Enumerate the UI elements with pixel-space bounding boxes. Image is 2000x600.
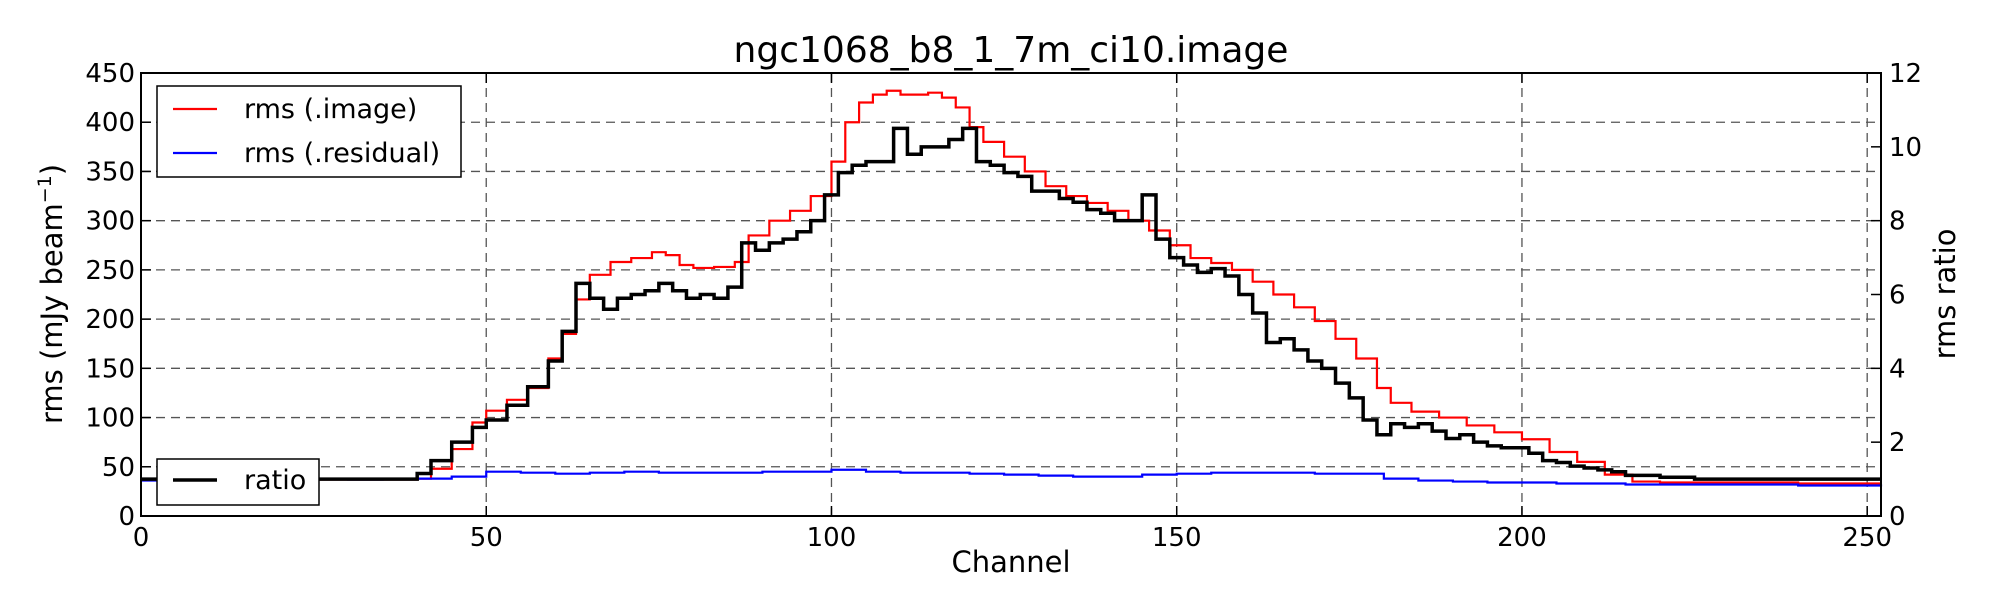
axis-ticks: 0 50 100 150 200 2500501001502002503003504004… xyxy=(85,59,1922,553)
y-tick-label-7: 350 xyxy=(85,157,135,187)
y2-tick-label-6: 12 xyxy=(1889,59,1922,89)
y-tick-label-8: 400 xyxy=(85,108,135,138)
x-tick-label-5: 250 xyxy=(1842,523,1892,553)
y-tick-label-2: 100 xyxy=(85,404,135,434)
y2-tick-label-1: 2 xyxy=(1889,428,1906,458)
legend-secondary: ratio xyxy=(156,458,320,506)
y-axis-label-superscript: −1 xyxy=(34,175,56,203)
y-tick-label-9: 450 xyxy=(85,59,135,89)
series-line-ratio xyxy=(141,126,1881,481)
y2-tick-label-2: 4 xyxy=(1889,354,1906,384)
legend-primary-label-0: rms (.image) xyxy=(244,94,417,125)
legend-secondary-label-0: ratio xyxy=(244,465,306,496)
x-tick-label-3: 150 xyxy=(1152,523,1202,553)
y-tick-label-1: 50 xyxy=(102,453,135,483)
series-line-rms-residual xyxy=(141,468,1883,487)
y-tick-label-4: 200 xyxy=(85,305,135,335)
legend-secondary-box xyxy=(156,458,320,506)
legend-primary-box xyxy=(156,85,462,178)
legend-primary-label-1: rms (.residual) xyxy=(244,138,440,169)
x-tick-label-0: 0 xyxy=(133,523,150,553)
x-axis-label: Channel xyxy=(951,545,1070,579)
chart-title: ngc1068_b8_1_7m_ci10.image xyxy=(734,30,1289,71)
y2-tick-label-3: 6 xyxy=(1889,281,1906,311)
y-axis-label-main: rms (mJy beam xyxy=(35,203,69,424)
y2-axis-label: rms ratio xyxy=(1928,229,1962,360)
y-tick-label-6: 300 xyxy=(85,207,135,237)
y-tick-label-5: 250 xyxy=(85,256,135,286)
y-tick-label-0: 0 xyxy=(118,502,135,532)
y-tick-label-3: 150 xyxy=(85,354,135,384)
y-axis-label: rms (mJy beam−1) xyxy=(34,164,69,424)
y2-tick-label-0: 0 xyxy=(1889,502,1906,532)
x-tick-label-4: 200 xyxy=(1497,523,1547,553)
x-tick-label-1: 50 xyxy=(470,523,503,553)
y-axis-label-close: ) xyxy=(35,164,69,175)
y2-tick-label-4: 8 xyxy=(1889,207,1906,237)
series-lines xyxy=(141,89,1883,487)
legend-primary: rms (.image) rms (.residual) xyxy=(156,85,462,178)
x-tick-label-2: 100 xyxy=(807,523,857,553)
y2-tick-label-5: 10 xyxy=(1889,133,1922,163)
